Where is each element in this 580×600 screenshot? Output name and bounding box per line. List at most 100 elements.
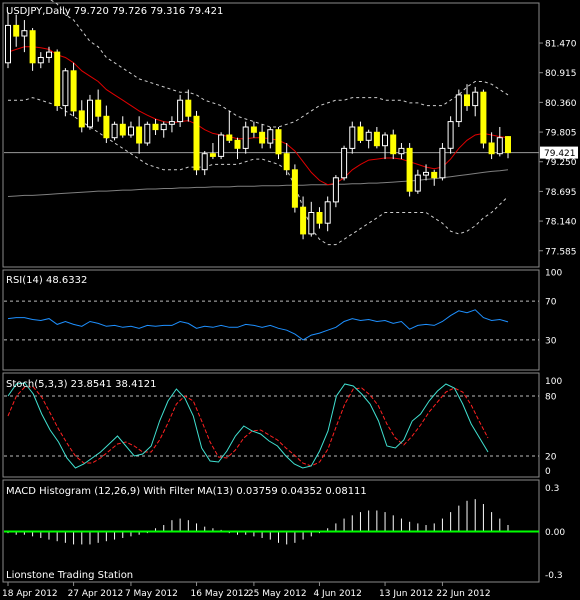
candle-body bbox=[300, 206, 307, 235]
candle-body bbox=[209, 153, 216, 157]
candle-body bbox=[455, 94, 462, 123]
candle-body bbox=[242, 126, 249, 149]
stoch-tick-label: 0 bbox=[545, 467, 551, 477]
watermark-label: Lionstone Trading Station bbox=[6, 570, 133, 581]
candle-body bbox=[332, 177, 339, 203]
rsi-tick-label: 30 bbox=[545, 336, 557, 346]
price-axis-labels: 81.470 80.915 80.360 79.805 79.250 78.695 78.1… bbox=[539, 40, 578, 257]
candle-body bbox=[5, 24, 11, 64]
candle-body bbox=[95, 99, 102, 117]
candle-body bbox=[250, 126, 257, 133]
candle-body bbox=[226, 134, 233, 141]
rsi-tick-label: 70 bbox=[545, 298, 557, 308]
band-lower-line bbox=[8, 97, 509, 246]
price-tick-label: 78.140 bbox=[545, 218, 577, 228]
candle-3 bbox=[29, 28, 36, 71]
price-bands-layer bbox=[4, 0, 539, 246]
candle-body bbox=[259, 131, 266, 144]
macd-pane[interactable]: 0.3 0.00 -0.3 MACD Histogram (12,26,9) Wit… bbox=[2, 479, 565, 583]
candle-27 bbox=[226, 110, 233, 144]
stoch-signal-line bbox=[7, 386, 489, 467]
candle-8 bbox=[70, 62, 77, 117]
candle-body bbox=[168, 121, 175, 125]
candle-body bbox=[177, 99, 184, 123]
rsi-pane[interactable]: 100 70 30 RSI(14) 48.6332 bbox=[2, 269, 562, 371]
current-price-label: 79.421 bbox=[544, 149, 576, 159]
candle-14 bbox=[119, 116, 126, 138]
time-tick-label: 13 Jun 2012 bbox=[379, 589, 433, 599]
candle-46 bbox=[382, 132, 388, 160]
macd-tick-label: -0.3 bbox=[545, 571, 563, 581]
candle-body bbox=[447, 121, 454, 149]
price-tick-label: 79.805 bbox=[545, 129, 577, 139]
time-tick-label: 25 May 2012 bbox=[248, 589, 307, 599]
candle-37 bbox=[308, 201, 315, 237]
candle-59 bbox=[488, 132, 495, 160]
candle-body bbox=[136, 126, 143, 144]
time-tick-label: 27 Apr 2012 bbox=[68, 589, 124, 599]
candle-17 bbox=[144, 121, 151, 146]
candle-body bbox=[103, 115, 110, 139]
rsi-line bbox=[7, 309, 509, 341]
candle-57 bbox=[472, 86, 479, 117]
candle-6 bbox=[54, 49, 61, 111]
candle-body bbox=[87, 99, 93, 128]
price-pane[interactable]: 81.470 80.915 80.360 79.805 79.250 78.695 78.1… bbox=[2, 0, 578, 268]
candle-body bbox=[349, 126, 356, 149]
rsi-axis-labels: 100 70 30 bbox=[545, 269, 562, 347]
candle-25 bbox=[209, 143, 216, 160]
candle-body bbox=[234, 139, 241, 149]
candle-2 bbox=[21, 20, 28, 53]
candle-1 bbox=[13, 14, 20, 47]
candle-20 bbox=[168, 116, 175, 133]
price-pane-frame bbox=[2, 2, 540, 268]
price-tick-label: 81.470 bbox=[545, 40, 577, 50]
candle-40 bbox=[332, 175, 339, 208]
candle-7 bbox=[62, 68, 69, 117]
candle-47 bbox=[390, 129, 397, 160]
candle-52 bbox=[431, 169, 438, 186]
stoch-tick-label: 20 bbox=[545, 453, 557, 463]
candle-body bbox=[54, 51, 61, 107]
candle-42 bbox=[349, 121, 356, 154]
candle-body bbox=[406, 147, 413, 192]
candle-33 bbox=[275, 126, 282, 160]
stoch-pane[interactable]: 100 80 20 0 Stoch(5,3,3) 23.8541 38.4121 bbox=[2, 372, 562, 478]
candle-19 bbox=[160, 121, 167, 138]
candle-30 bbox=[250, 121, 257, 138]
candle-45 bbox=[373, 126, 380, 149]
candle-body bbox=[13, 24, 20, 37]
price-tick-label: 77.585 bbox=[545, 247, 577, 257]
stoch-pane-frame bbox=[2, 372, 540, 478]
candle-body bbox=[390, 134, 397, 155]
candle-body bbox=[373, 131, 380, 147]
candle-body bbox=[70, 70, 77, 112]
candle-56 bbox=[464, 84, 470, 111]
stoch-axis-labels: 100 80 20 0 bbox=[545, 377, 562, 477]
candle-body bbox=[283, 153, 290, 171]
stoch-tick-label: 80 bbox=[545, 393, 557, 403]
candle-body bbox=[160, 123, 167, 131]
stoch-tick-label: 100 bbox=[545, 377, 562, 387]
candle-body bbox=[291, 169, 298, 208]
candle-body bbox=[185, 99, 192, 117]
macd-tick-label: 0.00 bbox=[545, 528, 565, 538]
candle-body bbox=[128, 126, 134, 136]
price-tick-label: 80.915 bbox=[545, 69, 577, 79]
rsi-line-layer bbox=[4, 300, 539, 341]
time-tick-label: 7 May 2012 bbox=[125, 589, 178, 599]
candle-4 bbox=[37, 52, 44, 69]
time-tick-label: 16 May 2012 bbox=[191, 589, 250, 599]
current-price-badge: 79.421 bbox=[540, 146, 578, 159]
candle-35 bbox=[291, 164, 298, 213]
macd-tick-label: 0.3 bbox=[545, 484, 559, 494]
macd-title: MACD Histogram (12,26,9) With Filter MA(… bbox=[6, 486, 367, 497]
time-tick-label: 18 Apr 2012 bbox=[2, 589, 58, 599]
ma-slow-line bbox=[7, 169, 509, 197]
macd-histogram-layer bbox=[4, 499, 539, 545]
time-tick-label: 22 Jun 2012 bbox=[436, 589, 490, 599]
stoch-main-line bbox=[7, 382, 489, 469]
candle-13 bbox=[111, 121, 118, 141]
candle-body bbox=[62, 70, 69, 107]
candle-body bbox=[21, 30, 28, 37]
